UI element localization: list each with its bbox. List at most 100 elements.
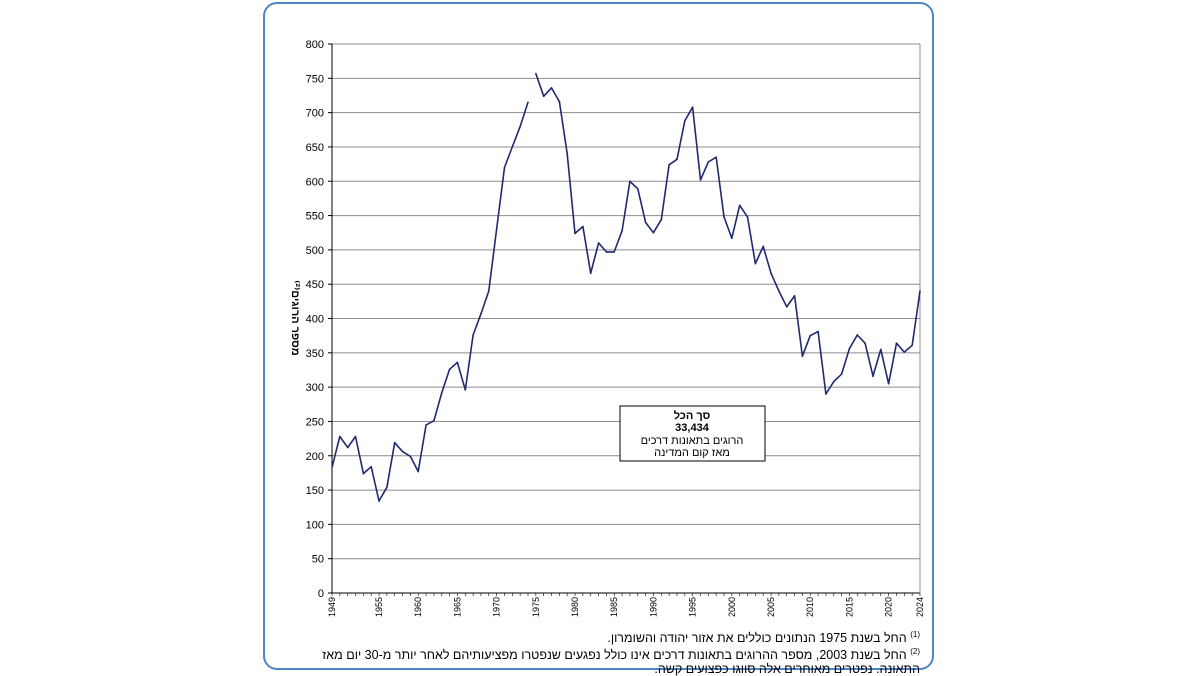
- data-point-1972: [511, 146, 514, 148]
- annotation-line-4: מאז קום המדינה: [654, 447, 730, 459]
- x-tick-label-1955: 1955: [374, 597, 384, 617]
- series-line-1949-1974: [331, 102, 529, 502]
- data-point-1983: [597, 242, 600, 244]
- data-point-1958: [401, 450, 404, 453]
- data-point-1977: [550, 87, 553, 89]
- data-point-2012: [825, 393, 827, 395]
- x-tick-label-1960: 1960: [413, 597, 423, 617]
- data-point-1949: [331, 466, 333, 469]
- data-point-2021: [895, 342, 898, 345]
- data-point-1955: [378, 500, 380, 502]
- data-point-2016: [856, 334, 859, 336]
- data-point-2014: [840, 373, 843, 375]
- data-point-1959: [409, 455, 412, 458]
- data-point-1956: [386, 486, 388, 489]
- data-point-1985: [613, 251, 616, 253]
- y-tick-label-50: 50: [312, 554, 324, 566]
- y-tick-label-750: 750: [306, 73, 324, 85]
- data-point-2015: [848, 347, 851, 350]
- y-tick-label-800: 800: [306, 39, 324, 51]
- data-point-2022: [903, 351, 906, 353]
- y-tick-label-500: 500: [306, 245, 324, 257]
- footnote-1-text: החל בשנת 1975 הנתונים כוללים את אזור יהו…: [607, 631, 907, 646]
- y-tick-label-300: 300: [306, 382, 324, 394]
- data-point-1974: [527, 101, 529, 104]
- total-annotation: סך הכל 33,434 הרוגים בתאונות דרכים מאז ק…: [619, 405, 766, 462]
- x-tick-label-2020: 2020: [884, 597, 894, 617]
- data-point-2023: [911, 344, 913, 347]
- y-axis-ticks: 0 50 100 150 200 250 300 350 400 450 500 550 600 650 7…: [306, 39, 332, 600]
- data-point-2017: [864, 342, 866, 345]
- footnote-1: (1) החל בשנת 1975 הנתונים כוללים את אזור…: [607, 630, 920, 646]
- data-point-1960: [417, 470, 420, 473]
- data-point-1996: [699, 179, 702, 181]
- data-point-1982: [589, 272, 592, 275]
- x-tick-label-2015: 2015: [844, 597, 854, 617]
- data-point-1964: [448, 368, 451, 371]
- data-point-1993: [676, 158, 678, 161]
- data-point-1953: [362, 472, 365, 475]
- x-tick-label-1970: 1970: [492, 597, 502, 617]
- y-tick-label-550: 550: [306, 211, 324, 223]
- data-point-1981: [582, 225, 584, 228]
- data-point-2000: [731, 237, 733, 240]
- annotation-total-value: 33,434: [675, 422, 710, 434]
- x-tick-label-2005: 2005: [766, 597, 776, 617]
- y-tick-label-250: 250: [306, 416, 324, 428]
- x-tick-label-1965: 1965: [452, 597, 462, 617]
- data-point-1979: [566, 153, 568, 155]
- y-tick-label-450: 450: [306, 279, 324, 291]
- data-point-2010: [809, 334, 812, 337]
- x-tick-label-2024: 2024: [915, 597, 925, 617]
- data-point-1952: [354, 435, 357, 438]
- data-point-1999: [723, 216, 725, 218]
- series-lines: [331, 72, 921, 502]
- x-axis-ticks: 1949 1955 1960 1965 1970 1975 1980 1985 1990 1995…: [327, 593, 925, 617]
- data-point-2019: [880, 348, 882, 351]
- data-point-2008: [793, 295, 796, 297]
- footnote-2: (2) החל בשנת 2003, מספר ההרוגים בתאונות …: [322, 647, 920, 676]
- data-point-1987: [629, 180, 631, 183]
- x-tick-label-1975: 1975: [531, 597, 541, 617]
- data-point-2006: [778, 290, 780, 292]
- data-point-2013: [832, 380, 835, 383]
- y-tick-label-150: 150: [306, 485, 324, 497]
- footnotes: (1) החל בשנת 1975 הנתונים כוללים את אזור…: [284, 628, 920, 676]
- y-tick-label-400: 400: [306, 314, 324, 326]
- data-point-1965: [456, 361, 459, 364]
- data-point-1969: [488, 290, 490, 292]
- data-point-1968: [480, 312, 482, 315]
- data-point-1995: [691, 106, 694, 108]
- data-point-1963: [440, 391, 443, 394]
- data-point-1976: [542, 95, 545, 97]
- x-tick-label-2000: 2000: [727, 597, 737, 617]
- data-point-1992: [668, 163, 670, 166]
- data-point-1966: [464, 389, 467, 391]
- data-point-1970: [495, 228, 498, 231]
- x-tick-label-1985: 1985: [609, 597, 619, 617]
- data-point-1990: [652, 231, 655, 234]
- annotation-line-3: הרוגים בתאונות דרכים: [641, 435, 744, 447]
- data-point-1986: [621, 229, 623, 232]
- data-point-1951: [346, 446, 349, 449]
- data-point-1980: [574, 232, 576, 235]
- x-tick-label-1949: 1949: [327, 597, 337, 617]
- data-point-2011: [817, 330, 819, 333]
- data-point-2018: [872, 375, 874, 377]
- data-point-1984: [605, 251, 608, 253]
- data-point-1994: [684, 120, 686, 122]
- data-point-1973: [519, 125, 521, 128]
- data-point-1954: [370, 465, 373, 468]
- data-point-2001: [738, 204, 741, 207]
- annotation-line-1: סך הכל: [674, 409, 711, 422]
- y-tick-label-600: 600: [306, 176, 324, 188]
- data-point-2003: [754, 262, 757, 265]
- data-point-1988: [636, 187, 639, 190]
- y-tick-label-0: 0: [318, 588, 324, 600]
- y-tick-label-200: 200: [306, 451, 324, 463]
- y-tick-label-650: 650: [306, 142, 324, 154]
- series-line-1975-2024: [535, 73, 921, 395]
- annotation-box: [619, 405, 766, 462]
- data-point-1950: [339, 435, 341, 438]
- data-point-2005: [770, 272, 772, 275]
